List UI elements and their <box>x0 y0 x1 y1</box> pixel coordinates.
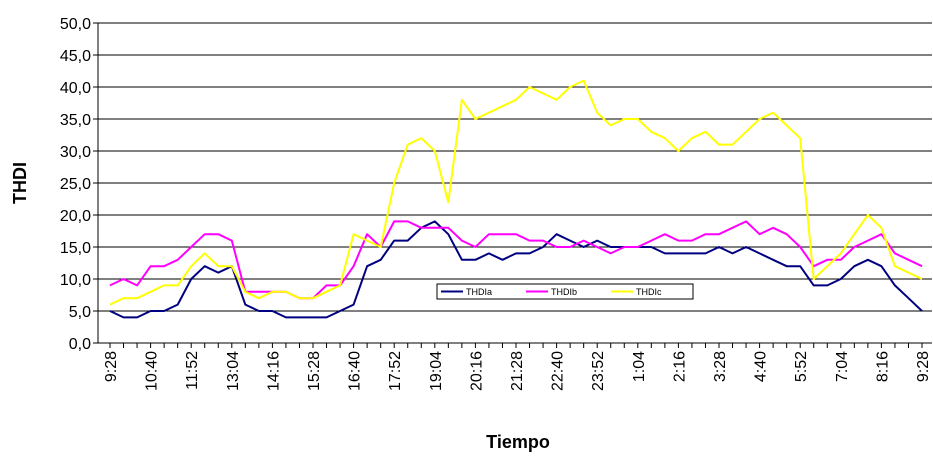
x-tick-label: 19:04 <box>428 351 445 391</box>
x-tick-label: 5:52 <box>793 351 810 382</box>
y-tick-label: 40,0 <box>60 80 91 97</box>
y-tick-label: 5,0 <box>69 304 91 321</box>
y-tick-label: 35,0 <box>60 112 91 129</box>
x-tick-label: 10:40 <box>144 351 161 391</box>
x-tick-label: 23:52 <box>590 351 607 391</box>
x-tick-label: 13:04 <box>225 351 242 391</box>
series-line <box>109 79 923 306</box>
x-axis-title: Tiempo <box>486 432 550 452</box>
y-tick-label: 15,0 <box>60 240 91 257</box>
x-tick-label: 15:28 <box>306 351 323 391</box>
x-tick-label: 22:40 <box>550 351 567 391</box>
x-tick-label: 7:04 <box>834 351 851 382</box>
y-tick-label: 0,0 <box>69 336 91 353</box>
y-tick-label: 25,0 <box>60 176 91 193</box>
y-tick-label: 10,0 <box>60 272 91 289</box>
legend-label: THDIc <box>636 287 662 297</box>
x-tick-label: 14:16 <box>265 351 282 391</box>
legend-label: THDIb <box>551 287 577 297</box>
x-tick-label: 2:16 <box>671 351 688 382</box>
x-tick-label: 16:40 <box>347 351 364 391</box>
y-tick-label: 50,0 <box>60 16 91 33</box>
x-tick-label: 3:28 <box>712 351 729 382</box>
x-tick-label: 9:28 <box>915 351 932 382</box>
y-tick-label: 20,0 <box>60 208 91 225</box>
x-tick-label: 17:52 <box>387 351 404 391</box>
x-tick-label: 1:04 <box>631 351 648 382</box>
x-tick-label: 8:16 <box>874 351 891 382</box>
series-line <box>109 220 923 319</box>
x-tick-label: 11:52 <box>184 351 201 390</box>
y-tick-label: 30,0 <box>60 144 91 161</box>
y-tick-label: 45,0 <box>60 48 91 65</box>
legend-label: THDIa <box>466 287 492 297</box>
x-tick-label: 20:16 <box>468 351 485 391</box>
y-axis-title: THDI <box>10 162 30 204</box>
x-tick-label: 9:28 <box>103 351 120 382</box>
legend-box <box>436 283 694 300</box>
x-tick-label: 4:40 <box>753 351 770 382</box>
x-tick-label: 21:28 <box>509 351 526 391</box>
